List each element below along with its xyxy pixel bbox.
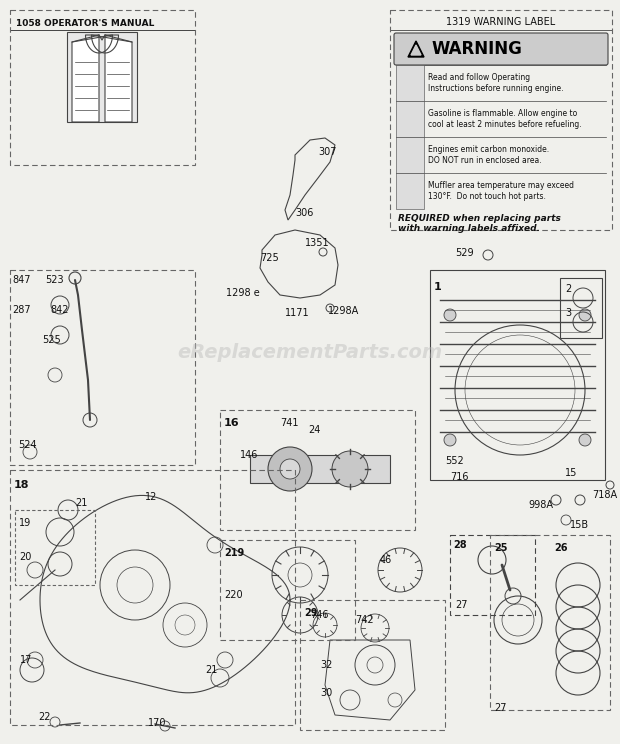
Text: 742: 742 bbox=[355, 615, 374, 625]
Text: 17: 17 bbox=[20, 655, 32, 665]
Text: Read and follow Operating
Instructions before running engine.: Read and follow Operating Instructions b… bbox=[428, 74, 564, 93]
Bar bbox=[220, 540, 355, 640]
Text: 1058 OPERATOR'S MANUAL: 1058 OPERATOR'S MANUAL bbox=[16, 19, 154, 28]
Text: 146: 146 bbox=[240, 450, 259, 460]
Text: 18: 18 bbox=[14, 480, 30, 490]
Text: 2: 2 bbox=[565, 284, 571, 294]
Text: 25: 25 bbox=[494, 543, 508, 553]
Bar bbox=[396, 137, 424, 173]
Bar bbox=[402, 77, 418, 89]
Text: 998A: 998A bbox=[528, 500, 553, 510]
Text: 20: 20 bbox=[19, 552, 32, 562]
Text: 26: 26 bbox=[554, 543, 567, 553]
Text: 287: 287 bbox=[12, 305, 30, 315]
Circle shape bbox=[406, 146, 414, 154]
Circle shape bbox=[579, 309, 591, 321]
Polygon shape bbox=[408, 41, 424, 57]
Text: 15: 15 bbox=[565, 468, 577, 478]
Text: 716: 716 bbox=[450, 472, 469, 482]
Text: 28: 28 bbox=[453, 540, 467, 550]
Circle shape bbox=[444, 434, 456, 446]
Text: 307: 307 bbox=[318, 147, 337, 157]
Text: 746: 746 bbox=[310, 610, 329, 620]
Text: 219: 219 bbox=[224, 548, 244, 558]
Polygon shape bbox=[105, 35, 132, 122]
Text: 1171: 1171 bbox=[285, 308, 309, 318]
Text: 718A: 718A bbox=[592, 490, 617, 500]
Text: 1: 1 bbox=[434, 282, 441, 292]
Text: REQUIRED when replacing parts
with warning labels affixed.: REQUIRED when replacing parts with warni… bbox=[398, 214, 561, 234]
Text: 21: 21 bbox=[75, 498, 87, 508]
Text: 220: 220 bbox=[224, 590, 242, 600]
Bar bbox=[560, 278, 602, 338]
Polygon shape bbox=[72, 35, 99, 122]
Bar bbox=[396, 65, 424, 101]
Bar bbox=[10, 270, 195, 465]
Bar bbox=[220, 410, 415, 530]
Text: 1298A: 1298A bbox=[328, 306, 359, 316]
Text: WARNING: WARNING bbox=[431, 40, 522, 58]
FancyBboxPatch shape bbox=[394, 33, 608, 65]
Circle shape bbox=[332, 451, 368, 487]
Text: 552: 552 bbox=[445, 456, 464, 466]
Text: 524: 524 bbox=[18, 440, 37, 450]
Text: Muffler area temperature may exceed
130°F.  Do not touch hot parts.: Muffler area temperature may exceed 130°… bbox=[428, 182, 574, 201]
Text: eReplacementParts.com: eReplacementParts.com bbox=[177, 342, 443, 362]
Text: 32: 32 bbox=[320, 660, 332, 670]
Text: 1319 WARNING LABEL: 1319 WARNING LABEL bbox=[446, 17, 556, 27]
Bar bbox=[15, 510, 95, 585]
Text: 19: 19 bbox=[19, 518, 31, 528]
Text: 29: 29 bbox=[304, 608, 317, 618]
Text: 22: 22 bbox=[38, 712, 50, 722]
Text: Engines emit carbon monoxide.
DO NOT run in enclosed area.: Engines emit carbon monoxide. DO NOT run… bbox=[428, 145, 549, 164]
Text: 24: 24 bbox=[308, 425, 321, 435]
Text: 847: 847 bbox=[12, 275, 30, 285]
Bar bbox=[490, 535, 610, 710]
Text: 529: 529 bbox=[455, 248, 474, 258]
Bar bbox=[396, 173, 424, 209]
Text: 30: 30 bbox=[320, 688, 332, 698]
Text: 21: 21 bbox=[205, 665, 218, 675]
Text: 523: 523 bbox=[45, 275, 64, 285]
Bar bbox=[390, 10, 612, 230]
Text: 525: 525 bbox=[42, 335, 61, 345]
Bar bbox=[430, 270, 605, 480]
Text: 306: 306 bbox=[295, 208, 313, 218]
Text: Gasoline is flammable. Allow engine to
cool at least 2 minutes before refueling.: Gasoline is flammable. Allow engine to c… bbox=[428, 109, 582, 129]
Text: 27: 27 bbox=[455, 600, 467, 610]
Circle shape bbox=[579, 434, 591, 446]
Text: 15B: 15B bbox=[570, 520, 589, 530]
Text: 1298 e: 1298 e bbox=[226, 288, 260, 298]
Polygon shape bbox=[411, 45, 421, 55]
Bar bbox=[250, 455, 390, 483]
Polygon shape bbox=[404, 111, 416, 127]
Text: 27: 27 bbox=[494, 703, 507, 713]
Text: 725: 725 bbox=[260, 253, 279, 263]
Text: 741: 741 bbox=[280, 418, 298, 428]
Text: 170: 170 bbox=[148, 718, 167, 728]
Text: 12: 12 bbox=[145, 492, 157, 502]
Text: 1351: 1351 bbox=[305, 238, 330, 248]
Bar bbox=[10, 470, 295, 725]
Bar bbox=[450, 535, 535, 615]
Bar bbox=[67, 32, 137, 122]
Bar bbox=[396, 101, 424, 137]
Circle shape bbox=[280, 459, 300, 479]
Bar bbox=[10, 10, 195, 165]
Circle shape bbox=[444, 309, 456, 321]
Text: 3: 3 bbox=[565, 308, 571, 318]
Circle shape bbox=[268, 447, 312, 491]
Text: 46: 46 bbox=[380, 555, 392, 565]
Text: 16: 16 bbox=[224, 418, 239, 428]
Text: 842: 842 bbox=[50, 305, 68, 315]
Bar bbox=[300, 600, 445, 730]
